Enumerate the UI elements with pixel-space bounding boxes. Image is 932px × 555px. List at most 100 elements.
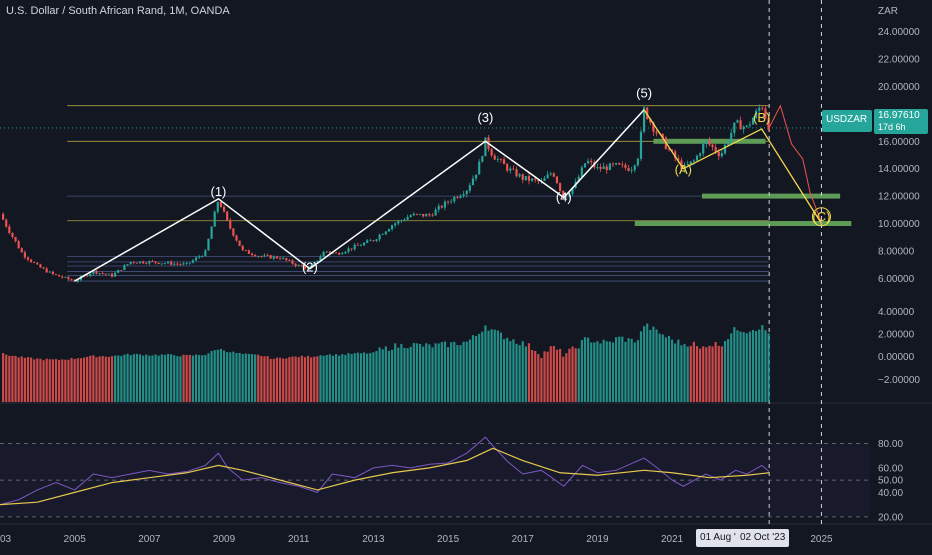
- histogram-bar: [646, 323, 649, 402]
- candle-body: [748, 124, 751, 126]
- histogram-bar: [699, 348, 702, 402]
- histogram-bar: [235, 353, 238, 402]
- candle-body: [101, 273, 104, 274]
- candle-body: [428, 214, 431, 216]
- histogram-bar: [272, 358, 275, 402]
- y-tick-label: 6.00000: [878, 274, 915, 285]
- histogram-bar: [711, 346, 714, 402]
- histogram-bar: [618, 336, 621, 402]
- histogram-bar: [33, 359, 36, 402]
- candle-body: [269, 255, 272, 259]
- candle-body: [649, 118, 652, 123]
- candle-body: [459, 195, 462, 198]
- x-tick-label: 2019: [586, 534, 609, 545]
- histogram-bar: [176, 356, 179, 402]
- histogram-bar: [123, 354, 126, 402]
- histogram-bar: [621, 336, 624, 402]
- histogram-bar: [437, 343, 440, 402]
- candle-body: [151, 261, 154, 262]
- histogram-bar: [188, 354, 191, 402]
- histogram-bar: [266, 356, 269, 402]
- histogram-bar: [247, 353, 251, 402]
- wave-label: (3): [477, 110, 493, 125]
- histogram-bar: [154, 354, 157, 402]
- histogram-bar: [605, 341, 608, 402]
- histogram-bar: [742, 332, 745, 402]
- candle-body: [142, 261, 145, 264]
- candle-body: [123, 265, 126, 271]
- histogram-bar: [207, 353, 210, 402]
- histogram-bar: [636, 340, 639, 402]
- histogram-bar: [222, 350, 226, 402]
- histogram-bar: [568, 348, 571, 402]
- histogram-bar: [254, 354, 257, 402]
- histogram-bar: [114, 355, 117, 402]
- candle-body: [695, 155, 699, 161]
- candle-body: [602, 166, 605, 169]
- histogram-bar: [104, 356, 107, 402]
- candle-body: [303, 266, 307, 269]
- symbol-badge[interactable]: USDZAR: [822, 110, 872, 132]
- histogram-bar: [282, 358, 285, 402]
- histogram-bar: [443, 341, 447, 402]
- histogram-bar: [366, 353, 369, 402]
- candle-body: [583, 163, 587, 168]
- candle-body: [677, 158, 680, 161]
- candle-body: [708, 140, 711, 145]
- histogram-bar: [767, 333, 770, 402]
- histogram-bar: [764, 330, 767, 402]
- histogram-bar: [8, 355, 11, 402]
- candle-body: [238, 240, 241, 246]
- histogram-bar: [98, 356, 101, 402]
- candle-body: [179, 264, 182, 265]
- histogram-bar: [615, 337, 618, 402]
- candle-body: [661, 133, 664, 138]
- candle-body: [624, 164, 627, 168]
- candle-body: [530, 178, 534, 181]
- candle-body: [341, 253, 344, 255]
- histogram-bar: [160, 354, 163, 402]
- candle-body: [400, 220, 403, 222]
- histogram-bar: [213, 350, 216, 402]
- histogram-bar: [204, 355, 207, 402]
- histogram-bar: [269, 358, 272, 402]
- candle-body: [322, 251, 325, 257]
- histogram-bar: [117, 355, 120, 402]
- candle-body: [132, 261, 135, 263]
- candle-body: [145, 263, 148, 265]
- histogram-bar: [431, 347, 434, 402]
- candle-body: [229, 220, 232, 229]
- candle-body: [369, 240, 372, 242]
- candle-body: [671, 149, 674, 152]
- histogram-bar: [341, 354, 344, 402]
- histogram-bar: [474, 336, 478, 402]
- histogram-bar: [686, 346, 689, 402]
- rsi-y-tick-label: 60.00: [878, 463, 903, 474]
- symbol-badge-label: USDZAR: [826, 114, 868, 125]
- histogram-bar: [671, 339, 674, 402]
- candle-body: [587, 160, 590, 164]
- candle-body: [751, 117, 755, 125]
- y-tick-label: 12.00000: [878, 192, 920, 203]
- candle-body: [204, 250, 207, 256]
- candle-body: [198, 256, 201, 258]
- histogram-bar: [745, 333, 748, 402]
- wave-label: (4): [556, 190, 572, 205]
- candle-body: [328, 251, 331, 253]
- histogram-bar: [664, 337, 667, 402]
- histogram-bar: [129, 355, 132, 402]
- candle-body: [334, 252, 338, 254]
- wave-label: (A): [675, 162, 692, 177]
- histogram-bar: [658, 333, 661, 402]
- histogram-bar: [478, 333, 481, 402]
- candle-body: [689, 161, 692, 165]
- candle-body: [70, 279, 73, 281]
- histogram-bar: [537, 354, 540, 402]
- candle-body: [484, 137, 487, 157]
- candle-body: [571, 187, 574, 194]
- candle-body: [639, 131, 643, 159]
- histogram-bar: [191, 355, 195, 402]
- candle-body: [353, 244, 356, 250]
- x-tick-label: 2005: [64, 534, 87, 545]
- candle-body: [714, 147, 717, 152]
